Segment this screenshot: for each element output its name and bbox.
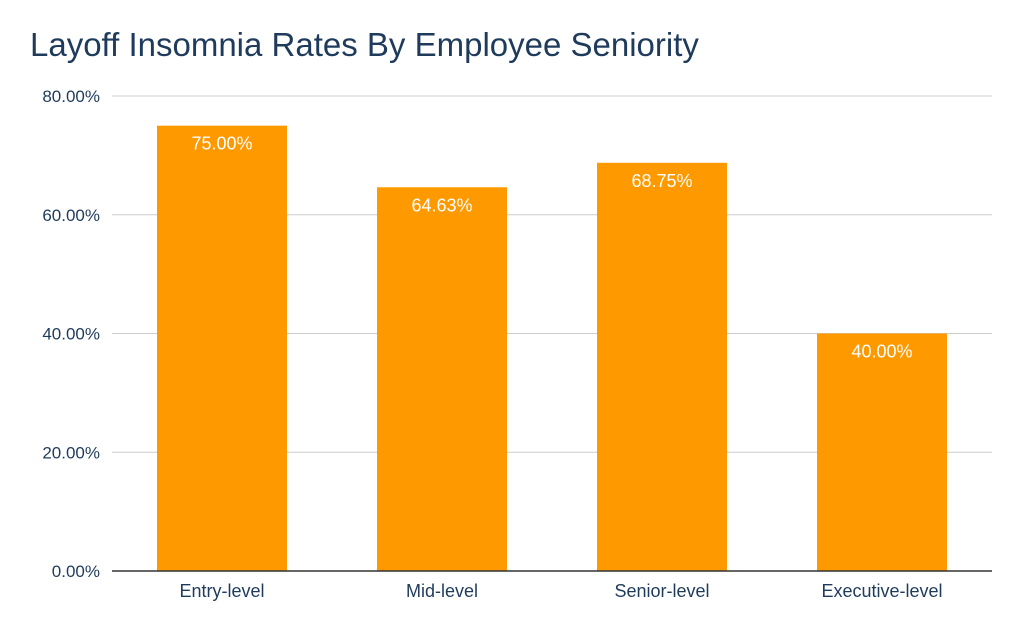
y-tick-label: 80.00% — [42, 87, 100, 106]
x-category-label: Senior-level — [614, 581, 709, 601]
x-category-label: Entry-level — [179, 581, 264, 601]
y-tick-label: 60.00% — [42, 206, 100, 225]
bar — [597, 162, 727, 571]
bar — [377, 187, 507, 571]
x-category-label: Executive-level — [821, 581, 942, 601]
bar — [157, 125, 287, 571]
bar-data-label: 40.00% — [851, 342, 912, 362]
x-category-label: Mid-level — [406, 581, 478, 601]
bar-data-label: 75.00% — [191, 134, 252, 154]
y-tick-label: 20.00% — [42, 443, 100, 462]
bar-data-label: 68.75% — [631, 171, 692, 191]
y-tick-label: 40.00% — [42, 325, 100, 344]
bar-data-label: 64.63% — [411, 195, 472, 215]
bar — [817, 333, 947, 571]
y-tick-label: 0.00% — [52, 562, 100, 581]
chart-title: Layoff Insomnia Rates By Employee Senior… — [30, 26, 699, 63]
